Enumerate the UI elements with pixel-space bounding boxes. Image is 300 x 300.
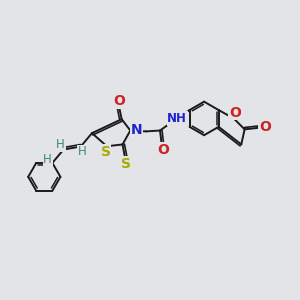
- Text: O: O: [229, 106, 241, 120]
- Text: H: H: [43, 153, 52, 166]
- Text: O: O: [157, 143, 169, 157]
- Text: S: S: [101, 145, 111, 159]
- Text: N: N: [130, 123, 142, 137]
- Text: H: H: [56, 138, 65, 151]
- Text: S: S: [121, 157, 131, 171]
- Text: O: O: [259, 120, 271, 134]
- Text: H: H: [78, 146, 87, 158]
- Text: NH: NH: [167, 112, 187, 125]
- Text: O: O: [113, 94, 125, 108]
